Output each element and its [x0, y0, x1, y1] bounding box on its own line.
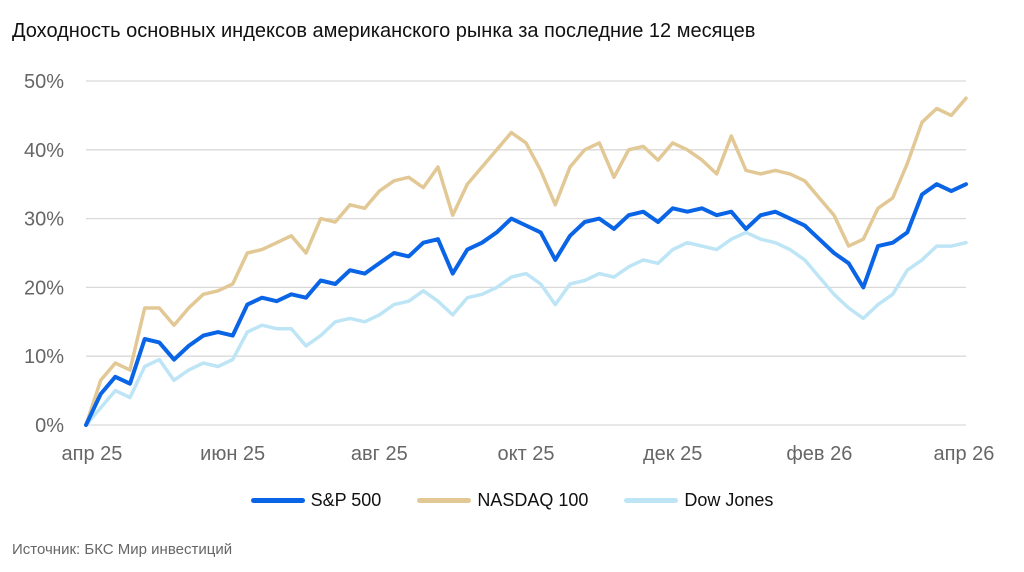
x-tick-label: апр 25 [62, 443, 123, 465]
x-tick-label: апр 26 [934, 443, 995, 465]
series-line-s-p-500 [84, 182, 968, 427]
y-tick-label: 50% [24, 71, 64, 93]
legend-label: NASDAQ 100 [477, 490, 589, 510]
legend-swatch-sp500 [250, 498, 305, 503]
chart-title: Доходность основных индексов американско… [12, 20, 756, 42]
x-tick-label: окт 25 [497, 443, 554, 465]
legend-swatch-nasdaq100 [417, 498, 472, 503]
x-axis-ticks: апр 25 июн 25 авг 25 окт 25 дек 25 фев 26 апр … [62, 443, 995, 465]
x-tick-label: авг 25 [351, 443, 408, 465]
series-line-dow-jones [84, 230, 968, 427]
x-tick-label: дек 25 [643, 443, 702, 465]
y-tick-label: 0% [35, 415, 64, 437]
series-line-nasdaq-100 [84, 96, 968, 427]
legend-swatch-dowjones [624, 498, 679, 503]
y-tick-label: 30% [24, 209, 64, 231]
x-tick-label: фев 26 [786, 443, 852, 465]
legend-item-nasdaq100: NASDAQ 100 [417, 490, 588, 511]
x-tick-label: июн 25 [200, 443, 265, 465]
y-tick-label: 10% [24, 346, 64, 368]
legend-item-dowjones: Dow Jones [624, 490, 773, 511]
y-tick-label: 40% [24, 140, 64, 162]
y-axis-ticks: 0% 10% 20% 30% 40% 50% [24, 71, 64, 437]
legend-label: S&P 500 [310, 490, 382, 510]
source-note: Источник: БКС Мир инвестиций [12, 541, 233, 558]
y-tick-label: 20% [24, 277, 64, 299]
legend: S&P 500 NASDAQ 100 Dow Jones [0, 490, 1024, 511]
legend-label: Dow Jones [684, 490, 774, 510]
series-lines [84, 96, 968, 427]
gridlines [86, 80, 966, 426]
legend-item-sp500: S&P 500 [250, 490, 382, 511]
